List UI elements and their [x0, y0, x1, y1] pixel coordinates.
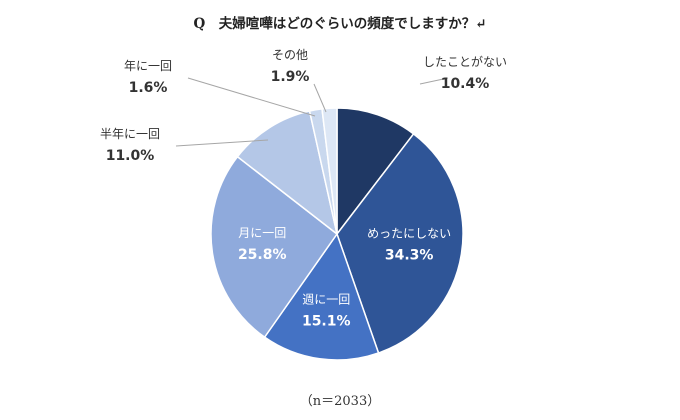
slice-label: めったにしない	[367, 227, 451, 241]
slice-value-label: 1.6%	[129, 80, 168, 96]
slice-label: 週に一回	[302, 292, 350, 306]
sample-size-note: （n＝2033）	[299, 394, 381, 409]
slice-label: 年に一回	[124, 59, 172, 73]
slice-label: したことがない	[423, 54, 507, 69]
pie-slice	[336, 107, 415, 237]
leader-line	[187, 77, 316, 117]
slice-label: 月に一回	[238, 226, 286, 240]
slice-value-label: 1.9%	[271, 69, 310, 85]
pie-slice	[336, 132, 464, 354]
slice-value-label: 10.4%	[441, 76, 490, 92]
chart-title: Q 夫婦喧嘩はどのぐらいの頻度でしますか？↵	[193, 16, 487, 32]
slice-value-label: 15.1%	[302, 313, 351, 329]
pie-slice	[263, 232, 380, 361]
leader-line	[419, 77, 449, 85]
pie-slice	[236, 110, 339, 236]
leader-line	[175, 139, 269, 147]
slice-value-label: 11.0%	[106, 148, 155, 164]
slice-value-label: 25.8%	[238, 247, 287, 263]
slice-value-label: 34.3%	[385, 248, 434, 264]
slice-label: 半年に一回	[100, 127, 160, 141]
pie-slice	[321, 107, 338, 235]
pie-slice	[210, 155, 339, 339]
leader-line	[313, 83, 327, 113]
slice-label: その他	[272, 48, 308, 62]
